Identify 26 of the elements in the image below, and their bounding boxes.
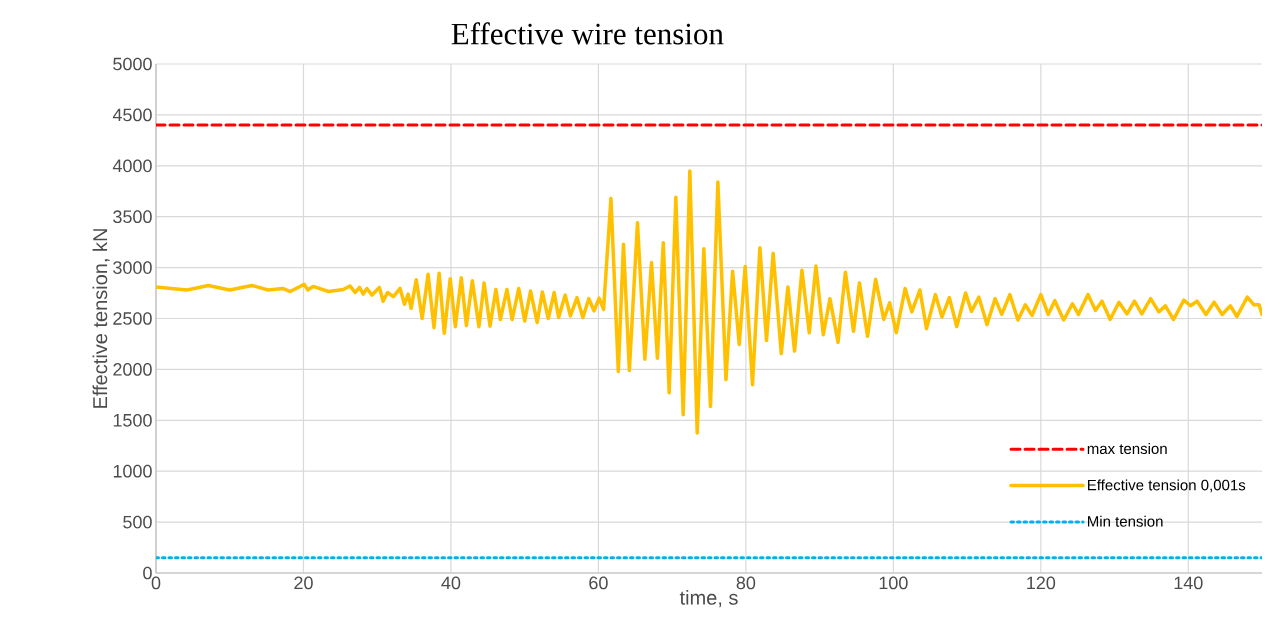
legend-label: Min tension: [1088, 515, 1163, 527]
x-tick-label: 80: [736, 576, 756, 590]
x-tick-label: 20: [294, 576, 313, 590]
line-series: [156, 169, 1263, 435]
legend-label: max tension: [1087, 443, 1167, 455]
x-tick-label: 140: [1174, 576, 1203, 590]
legend-label: Effective tension 0,001s: [1088, 479, 1246, 493]
x-tick-label: 120: [1027, 576, 1056, 590]
y-tick-label: 1500: [113, 413, 152, 427]
y-tick-label: 0: [143, 566, 152, 580]
x-tick-label: 40: [441, 576, 461, 590]
y-tick-label: 500: [123, 515, 152, 529]
y-tick-label: 2500: [113, 312, 152, 325]
y-tick-label: 4500: [112, 108, 152, 122]
x-tick-label: 60: [589, 576, 608, 590]
y-tick-label: 2000: [113, 363, 152, 376]
x-tick-label: 0: [151, 576, 161, 590]
y-axis-title: Effective tension, kN: [92, 229, 110, 408]
chart-title: Effective wire tension: [451, 22, 724, 45]
y-tick-label: 3500: [113, 210, 152, 224]
y-tick-label: 3000: [113, 261, 152, 274]
x-axis-title: time, s: [679, 590, 738, 608]
y-tick-label: 1000: [113, 464, 152, 478]
y-tick-label: 4000: [112, 159, 152, 173]
x-tick-label: 100: [879, 576, 908, 590]
y-tick-label: 5000: [113, 57, 152, 71]
